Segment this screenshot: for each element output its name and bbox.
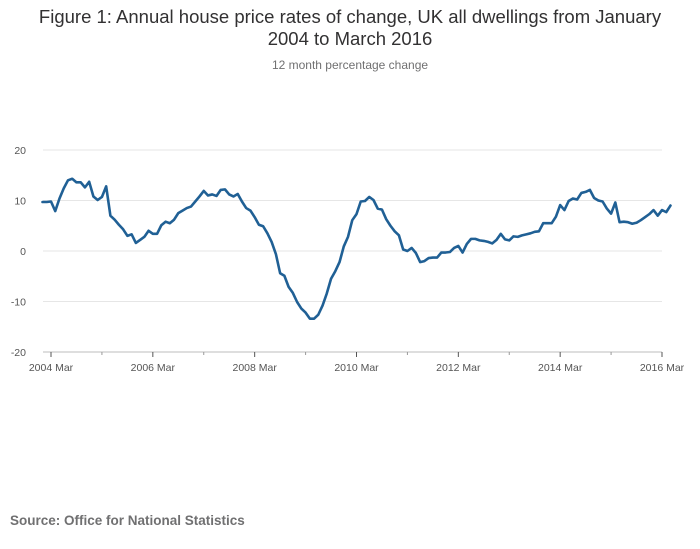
x-tick-label: 2006 Mar xyxy=(131,362,176,374)
y-tick-label: -20 xyxy=(11,347,26,359)
plot-area xyxy=(41,177,672,320)
x-axis: 2004 Mar 2006 Mar 2008 Mar 2010 Mar 2012 Mar… xyxy=(29,351,685,374)
x-tick-label: 2004 Mar xyxy=(29,362,74,374)
y-tick-label: 10 xyxy=(14,196,26,208)
x-tick-label: 2010 Mar xyxy=(334,362,379,374)
chart-title: Figure 1: Annual house price rates of ch… xyxy=(0,6,700,50)
x-tick-label: 2014 Mar xyxy=(538,362,583,374)
x-tick-label: 2012 Mar xyxy=(436,362,481,374)
gridlines xyxy=(43,149,662,353)
x-tick-label: 2008 Mar xyxy=(232,362,277,374)
chart-title-line-2: 2004 to March 2016 xyxy=(267,28,433,49)
chart-subtitle: 12 month percentage change xyxy=(271,58,429,72)
chart-title-line-1: Figure 1: Annual house price rates of ch… xyxy=(38,6,662,27)
y-tick-label: 20 xyxy=(14,145,26,157)
y-axis: 20 10 0 -10 -20 xyxy=(11,145,26,359)
source-note: Source: Office for National Statistics xyxy=(10,513,245,528)
y-tick-label: 0 xyxy=(20,246,26,258)
series-line xyxy=(41,177,672,320)
y-tick-label: -10 xyxy=(11,297,26,309)
x-tick-label: 2016 Mar xyxy=(640,362,685,374)
